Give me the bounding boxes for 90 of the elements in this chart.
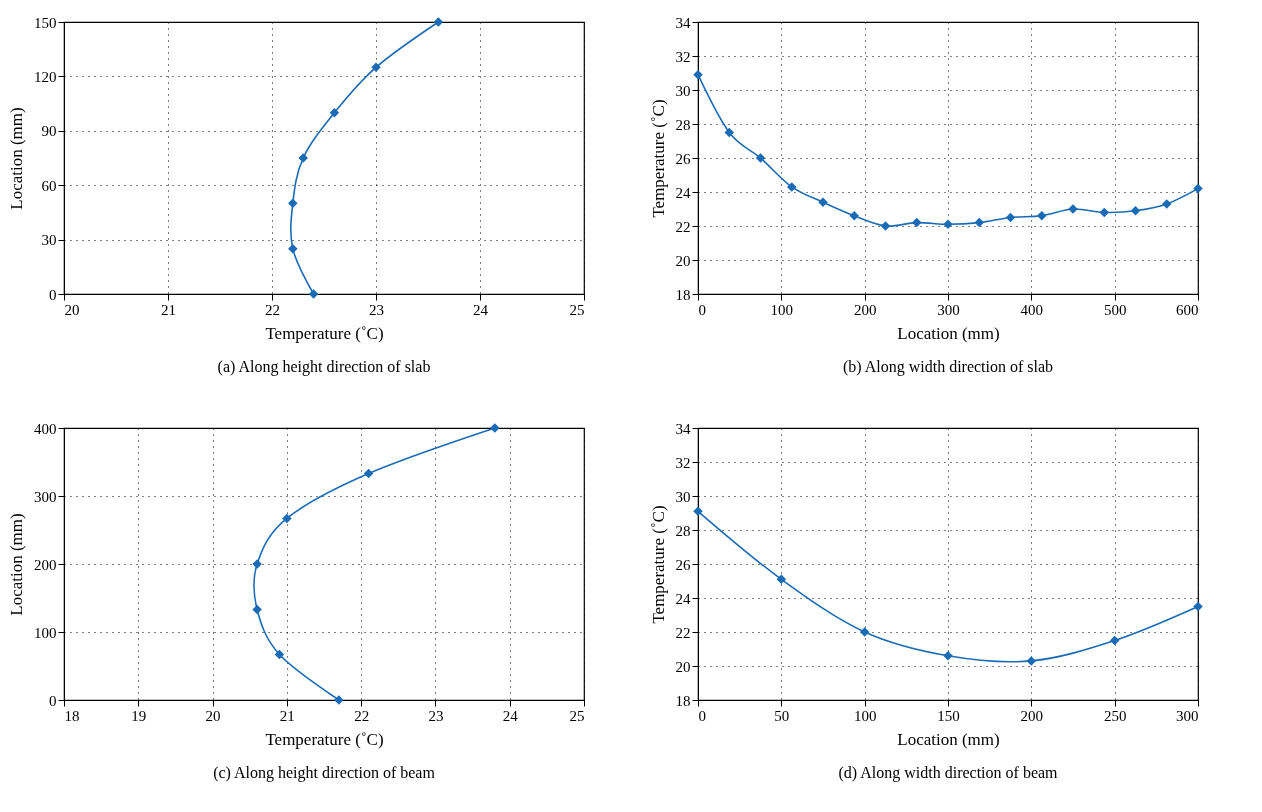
y-tick-label: 18 — [675, 692, 691, 709]
y-axis-title: Location (mm) — [7, 107, 26, 210]
y-tick-label: 26 — [675, 150, 691, 167]
x-axis-title: Temperature (˚C) — [265, 323, 384, 343]
point — [1162, 199, 1172, 209]
point — [912, 217, 922, 228]
point — [880, 221, 891, 231]
point — [693, 506, 703, 517]
x-tick-label: 22 — [265, 301, 280, 318]
point — [974, 217, 984, 228]
x-tick-label: 20 — [64, 301, 80, 318]
y-tick-label: 400 — [34, 420, 57, 437]
x-tick-label: 150 — [937, 707, 960, 724]
point — [1005, 212, 1016, 223]
point — [1130, 205, 1141, 216]
y-tick-label: 30 — [675, 82, 691, 99]
x-tick-label: 23 — [369, 301, 384, 318]
y-axis-title: Temperature (˚C) — [648, 505, 668, 624]
text: (a) Along height direction of slab — [217, 358, 431, 376]
x-tick-label: 19 — [131, 707, 147, 724]
y-tick-label: 32 — [675, 48, 691, 65]
point — [1026, 656, 1037, 666]
x-tick-label: 0 — [698, 707, 706, 724]
y-tick-label: 20 — [675, 658, 691, 675]
y-tick-label: 24 — [675, 184, 691, 201]
x-tick-label: 20 — [205, 707, 221, 724]
y-tick-label: 22 — [675, 624, 691, 641]
y-tick-label: 0 — [49, 286, 57, 303]
point — [693, 69, 703, 80]
point — [755, 153, 766, 163]
y-tick-label: 30 — [41, 232, 57, 249]
x-tick-label: 500 — [1103, 301, 1127, 318]
y-tick-label: 150 — [34, 14, 57, 31]
y-tick-label: 100 — [34, 624, 57, 641]
point — [776, 574, 787, 585]
x-axis-title: Location (mm) — [897, 323, 1000, 343]
x-tick-label: 24 — [473, 301, 489, 318]
x-tick-label: 300 — [937, 301, 960, 318]
y-tick-label: 20 — [675, 252, 691, 269]
x-tick-label: 24 — [502, 707, 519, 724]
y-tick-label: 28 — [675, 522, 691, 539]
point — [859, 627, 870, 637]
x-tick-label: 200 — [1020, 707, 1044, 724]
y-tick-label: 90 — [41, 123, 57, 140]
x-axis-title: Location (mm) — [897, 729, 1000, 749]
x-tick-label: 400 — [1020, 301, 1044, 318]
x-tick-label: 22 — [354, 707, 370, 724]
x-tick-label: 21 — [161, 301, 176, 318]
x-tick-label: 25 — [569, 707, 585, 724]
y-tick-label: 22 — [675, 218, 691, 235]
y-tick-label: 30 — [675, 488, 691, 505]
y-tick-label: 24 — [675, 590, 691, 607]
y-tick-label: 32 — [675, 454, 691, 471]
y-tick-label: 34 — [675, 14, 691, 31]
point — [1037, 211, 1047, 221]
y-tick-label: 26 — [675, 556, 691, 573]
y-tick-label: 18 — [675, 286, 691, 303]
x-tick-label: 100 — [853, 707, 877, 724]
point — [943, 219, 953, 230]
x-axis-title: Temperature (˚C) — [265, 729, 384, 749]
x-tick-label: 200 — [853, 301, 877, 318]
point — [849, 211, 859, 221]
x-tick-label: 18 — [64, 707, 80, 724]
point — [1099, 207, 1109, 218]
point — [787, 182, 797, 192]
y-tick-label: 300 — [34, 488, 57, 505]
y-tick-label: 28 — [675, 116, 691, 133]
y-tick-label: 34 — [675, 420, 691, 437]
point — [724, 127, 734, 138]
point — [1193, 183, 1203, 194]
x-tick-label: 600 — [1176, 301, 1199, 318]
text: (d) Along width direction of beam — [838, 764, 1059, 782]
x-tick-label: 300 — [1176, 707, 1199, 724]
x-tick-label: 50 — [774, 707, 790, 724]
x-tick-label: 25 — [569, 301, 585, 318]
text: (c) Along height direction of beam — [213, 764, 436, 782]
x-tick-label: 0 — [698, 301, 706, 318]
y-tick-label: 60 — [41, 177, 57, 194]
y-axis-title: Location (mm) — [7, 513, 26, 616]
x-tick-label: 100 — [770, 301, 794, 318]
x-tick-label: 21 — [279, 707, 295, 724]
point — [1109, 635, 1120, 646]
text: (b) Along width direction of slab — [842, 358, 1054, 376]
y-tick-label: 0 — [49, 692, 57, 709]
point — [1193, 601, 1203, 612]
x-tick-label: 250 — [1103, 707, 1127, 724]
y-tick-label: 120 — [34, 68, 57, 85]
x-tick-label: 23 — [428, 707, 444, 724]
y-axis-title: Temperature (˚C) — [648, 99, 668, 218]
y-tick-label: 200 — [34, 556, 57, 573]
